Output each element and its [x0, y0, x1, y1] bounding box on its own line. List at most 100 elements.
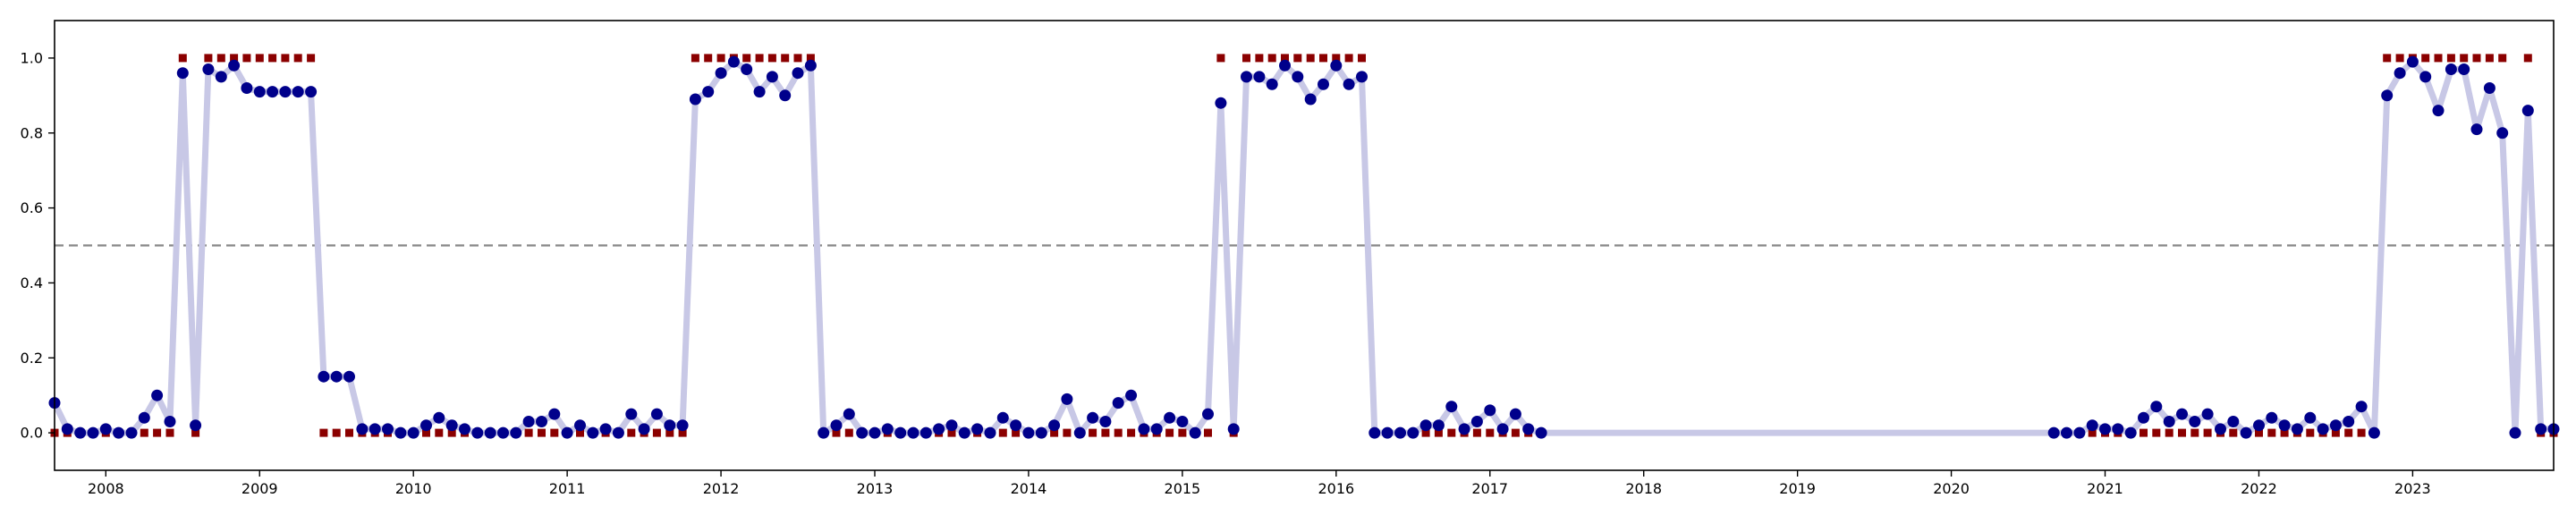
label-marker: [2460, 54, 2469, 63]
label-marker: [1293, 54, 1302, 63]
label-marker: [1332, 54, 1341, 63]
probability-point: [843, 408, 855, 420]
probability-point: [1099, 416, 1112, 427]
probability-point: [561, 426, 573, 439]
label-marker: [1114, 428, 1123, 437]
probability-point: [61, 423, 73, 435]
label-marker: [2331, 428, 2340, 437]
probability-point: [279, 86, 292, 98]
probability-point: [267, 86, 279, 98]
probability-point: [1484, 404, 1496, 417]
probability-point: [497, 426, 509, 439]
probability-point: [522, 416, 535, 427]
probability-point: [1445, 401, 1458, 413]
x-tick-label: 2016: [1318, 480, 1354, 497]
y-axis: 0.0 0.2 0.4 0.6 0.8 1.0: [21, 49, 55, 442]
probability-point: [2317, 423, 2329, 435]
probability-point: [2381, 89, 2394, 102]
probability-point: [919, 426, 932, 439]
probability-point: [2394, 67, 2406, 80]
label-marker: [704, 54, 713, 63]
label-marker: [2395, 54, 2404, 63]
label-marker: [2088, 428, 2097, 437]
probability-point: [548, 408, 561, 420]
probability-point: [574, 419, 586, 432]
probability-point: [792, 67, 804, 80]
label-marker: [1089, 428, 1097, 437]
label-marker: [1216, 54, 1225, 63]
probability-point: [1522, 423, 1535, 435]
label-marker: [550, 428, 559, 437]
x-axis: 2008 2009 2010 2011 2012 2013 2014 2015 2016 2017…: [88, 470, 2431, 497]
probability-point: [484, 426, 496, 439]
probability-point: [1266, 78, 1278, 90]
probability-point: [510, 426, 522, 439]
probability-point: [2099, 423, 2111, 435]
probability-point: [1112, 397, 1124, 409]
label-marker: [2472, 54, 2481, 63]
probability-point: [1215, 97, 1227, 109]
x-tick-label: 2015: [1165, 480, 1201, 497]
label-marker: [1511, 428, 1520, 437]
probability-point: [1048, 419, 1061, 432]
probability-point: [1164, 411, 1176, 424]
label-marker: [832, 428, 841, 437]
label-marker: [691, 54, 699, 63]
label-marker: [2383, 54, 2392, 63]
x-tick-label: 2009: [242, 480, 278, 497]
probability-point: [2176, 408, 2188, 420]
probability-point: [1279, 59, 1291, 72]
y-tick-label: 0.4: [21, 274, 43, 291]
probability-point: [2509, 426, 2521, 439]
label-marker: [230, 54, 239, 63]
label-marker: [1012, 428, 1021, 437]
label-marker: [293, 54, 302, 63]
probability-point: [907, 426, 919, 439]
label-marker: [2190, 428, 2199, 437]
probability-point: [1138, 423, 1150, 435]
y-tick-label: 0.0: [21, 425, 43, 442]
probability-point: [1073, 426, 1086, 439]
probability-point: [2047, 426, 2060, 439]
probability-point: [2368, 426, 2380, 439]
probability-point: [2215, 423, 2226, 435]
y-tick-label: 1.0: [21, 49, 43, 66]
probability-point: [2227, 416, 2240, 427]
label-marker: [2267, 428, 2276, 437]
probability-point: [2470, 123, 2483, 136]
probability-point: [587, 426, 599, 439]
probability-point: [1010, 419, 1022, 432]
probability-point: [2124, 426, 2137, 439]
probability-point: [689, 93, 701, 106]
probability-point: [2535, 423, 2547, 435]
probability-point: [664, 419, 676, 432]
label-marker: [1281, 54, 1289, 63]
probability-point: [2163, 416, 2175, 427]
label-marker: [191, 428, 200, 437]
label-marker: [1267, 54, 1276, 63]
label-marker: [678, 428, 687, 437]
probability-point: [1189, 426, 1201, 439]
probability-point: [1202, 408, 1214, 420]
x-tick-label: 2023: [2394, 480, 2431, 497]
probability-point: [1407, 426, 1419, 439]
probability-point: [2343, 416, 2355, 427]
label-marker: [319, 428, 328, 437]
probability-point: [87, 426, 99, 439]
probability-point: [625, 408, 638, 420]
probability-point: [1356, 71, 1368, 83]
probability-point: [1292, 71, 1304, 83]
label-marker: [767, 54, 776, 63]
probability-point: [433, 411, 445, 424]
label-marker: [268, 54, 277, 63]
x-tick-label: 2017: [1471, 480, 1508, 497]
probability-point: [638, 423, 650, 435]
probability-point: [176, 67, 189, 80]
label-marker: [2421, 54, 2430, 63]
label-marker: [1127, 428, 1136, 437]
label-marker: [755, 54, 764, 63]
probability-point: [99, 423, 112, 435]
probability-point: [459, 423, 470, 435]
x-tick-label: 2013: [857, 480, 894, 497]
